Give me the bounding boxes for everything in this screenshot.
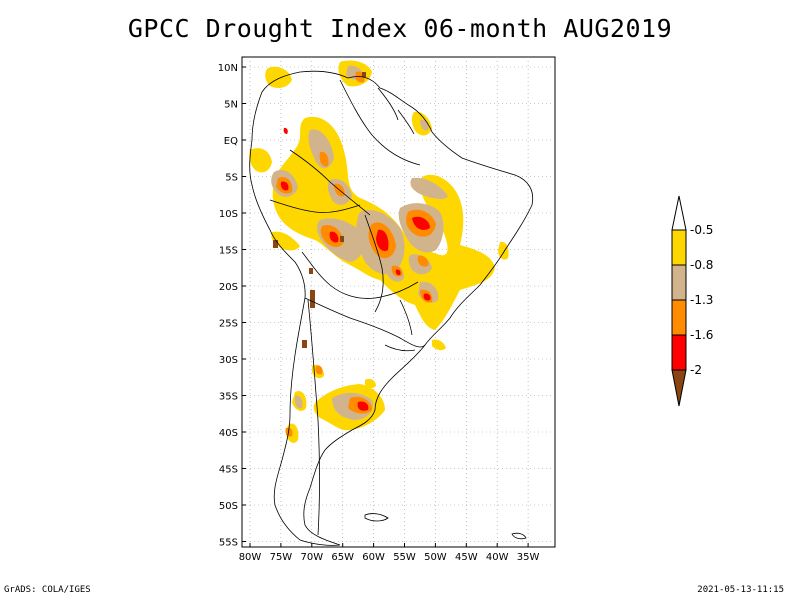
latitude-labels: 10N 5N EQ 5S 10S 15S 20S 25S 30S 35S 40S 45S 50S 55S — [218, 63, 238, 549]
drought-area-orange — [319, 151, 329, 167]
latitude-label: 20S — [219, 282, 238, 293]
drought-area-red — [376, 229, 389, 252]
drought-area-yellow — [365, 378, 376, 389]
drought-area-yellow — [249, 148, 272, 173]
latitude-label: 40S — [219, 428, 238, 439]
latitude-label: 30S — [219, 355, 238, 366]
legend-swatch-yellow — [671, 229, 687, 266]
country-border — [397, 109, 415, 135]
drought-shading — [249, 60, 509, 443]
longitude-label: 60W — [362, 552, 385, 563]
country-border — [377, 87, 399, 121]
latitude-label: 5N — [224, 100, 238, 111]
footer-timestamp: 2021-05-13-11:15 — [697, 585, 784, 595]
country-border — [289, 149, 371, 216]
country-border — [307, 299, 320, 536]
longitude-label: 65W — [331, 552, 354, 563]
drought-area-tan — [410, 177, 448, 200]
drought-area-tan — [420, 119, 429, 131]
country-border — [364, 214, 384, 313]
legend-arrow-top — [671, 195, 687, 231]
drought-area-brown — [309, 268, 313, 274]
country-border — [301, 251, 419, 299]
drought-area-brown — [362, 72, 366, 77]
drought-area-red — [329, 231, 339, 243]
drought-area-brown — [273, 240, 278, 248]
drought-area-red — [280, 181, 289, 191]
latitude-label: 55S — [219, 538, 238, 549]
latitude-label: 5S — [225, 173, 238, 184]
map-frame — [241, 56, 556, 548]
drought-area-orange — [285, 427, 293, 437]
latitude-label: 50S — [219, 501, 238, 512]
country-border — [269, 199, 361, 213]
drought-area-brown — [340, 236, 344, 242]
legend-arrow-bottom — [671, 369, 687, 407]
drought-area-tan — [294, 395, 303, 409]
drought-area-yellow — [498, 241, 509, 260]
drought-area-red — [423, 293, 431, 301]
longitude-label: 40W — [486, 552, 509, 563]
map-title: GPCC Drought Index 06-month AUG2019 — [127, 14, 673, 43]
footer-software-credit: GrADS: COLA/IGES — [4, 585, 91, 595]
drought-area-brown — [310, 290, 315, 308]
longitude-label: 80W — [239, 552, 262, 563]
drought-area-red — [395, 269, 401, 276]
legend-label: -1.3 — [690, 293, 713, 307]
longitude-label: 70W — [300, 552, 323, 563]
island-outline — [511, 532, 527, 540]
island-outline — [364, 513, 389, 522]
drought-area-yellow — [432, 339, 446, 351]
longitude-label: 45W — [455, 552, 478, 563]
legend-label: -0.5 — [690, 223, 713, 237]
drought-area-brown — [302, 340, 307, 348]
country-border — [384, 344, 416, 352]
latitude-label: EQ — [224, 136, 238, 147]
country-border — [339, 79, 421, 166]
legend-label: -2 — [690, 363, 702, 377]
color-bar-legend: -0.5 -0.8 -1.3 -1.6 -2 — [671, 195, 713, 407]
legend-label: -0.8 — [690, 258, 713, 272]
drought-area-red — [283, 127, 288, 134]
longitude-label: 75W — [270, 552, 293, 563]
legend-label: -1.6 — [690, 328, 713, 342]
legend-swatch-orange — [671, 299, 687, 336]
latitude-label: 25S — [219, 319, 238, 330]
latitude-label: 10S — [219, 209, 238, 220]
drought-area-red — [357, 401, 369, 411]
latitude-label: 10N — [218, 63, 238, 74]
latitude-label: 15S — [219, 246, 238, 257]
drought-area-yellow — [271, 231, 300, 251]
latitude-label: 35S — [219, 392, 238, 403]
country-border — [304, 297, 426, 348]
drought-area-orange — [417, 255, 429, 267]
longitude-labels: 80W 75W 70W 65W 60W 55W 50W 45W 40W 35W — [239, 552, 540, 563]
latitude-label: 45S — [219, 465, 238, 476]
longitude-label: 35W — [517, 552, 540, 563]
country-border — [399, 299, 413, 336]
legend-swatch-tan — [671, 264, 687, 301]
drought-area-red — [412, 216, 430, 230]
axis-ticks — [242, 66, 529, 547]
longitude-label: 55W — [393, 552, 416, 563]
legend-swatch-red — [671, 334, 687, 371]
coastline-and-borders — [249, 70, 534, 546]
longitude-label: 50W — [424, 552, 447, 563]
drought-area-orange — [315, 365, 323, 375]
